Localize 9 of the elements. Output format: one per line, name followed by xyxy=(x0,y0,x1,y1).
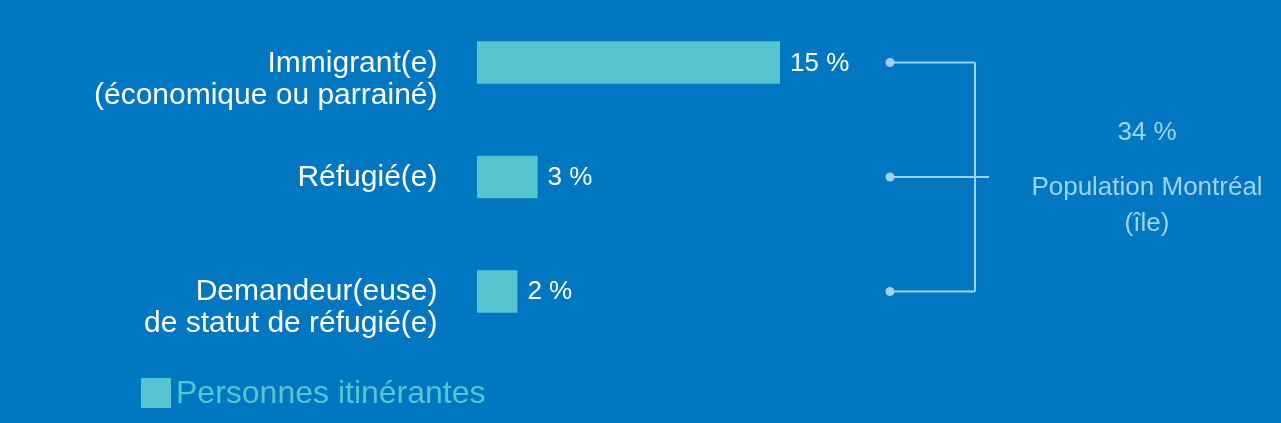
data-label: 3 % xyxy=(547,161,593,191)
y-tick-label: Réfugié(e) xyxy=(297,159,438,192)
y-tick-label: Immigrant(e) (économique ou parrainé) xyxy=(93,44,438,110)
data-label: 15 % xyxy=(790,46,850,77)
data-label: 2 % xyxy=(527,275,573,306)
text: Population Montréal (île) xyxy=(1031,171,1263,237)
text: 34 % xyxy=(1117,116,1177,146)
legend-label: Personnes itinérantes xyxy=(176,374,486,410)
y-tick-label: Demandeur(euse) de statut de réfugié(e) xyxy=(143,273,438,339)
